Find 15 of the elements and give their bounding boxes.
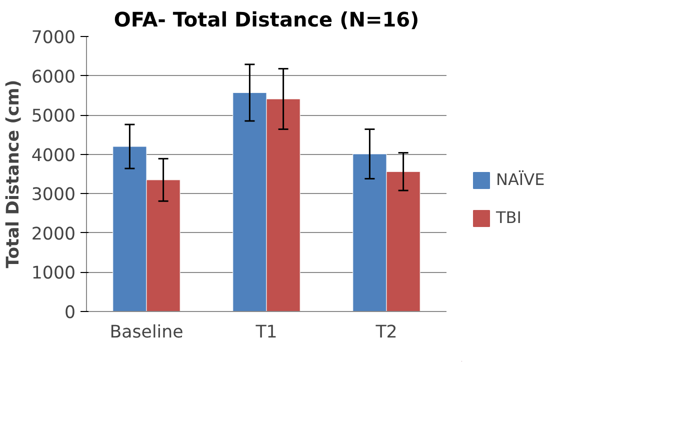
y-tick-label: 7000: [31, 28, 76, 48]
x-tick-label: T1: [254, 322, 278, 342]
legend-label: NAÏVE: [496, 170, 545, 189]
y-axis-title: Total Distance (cm): [3, 80, 24, 268]
x-tick-label: T2: [374, 322, 398, 342]
y-tick-label: 6000: [31, 67, 76, 88]
y-tick-label: 0: [64, 303, 76, 323]
y-tick-label: 1000: [31, 264, 76, 284]
y-tick-label: 2000: [31, 224, 76, 244]
chart-title: OFA- Total Distance (N=16): [114, 8, 420, 32]
y-tick-label: 5000: [31, 106, 76, 127]
y-tick-label: 3000: [31, 185, 76, 206]
legend-label: TBI: [496, 208, 522, 227]
x-tick-label: Baseline: [110, 322, 184, 342]
y-tick-label: 4000: [31, 146, 76, 166]
